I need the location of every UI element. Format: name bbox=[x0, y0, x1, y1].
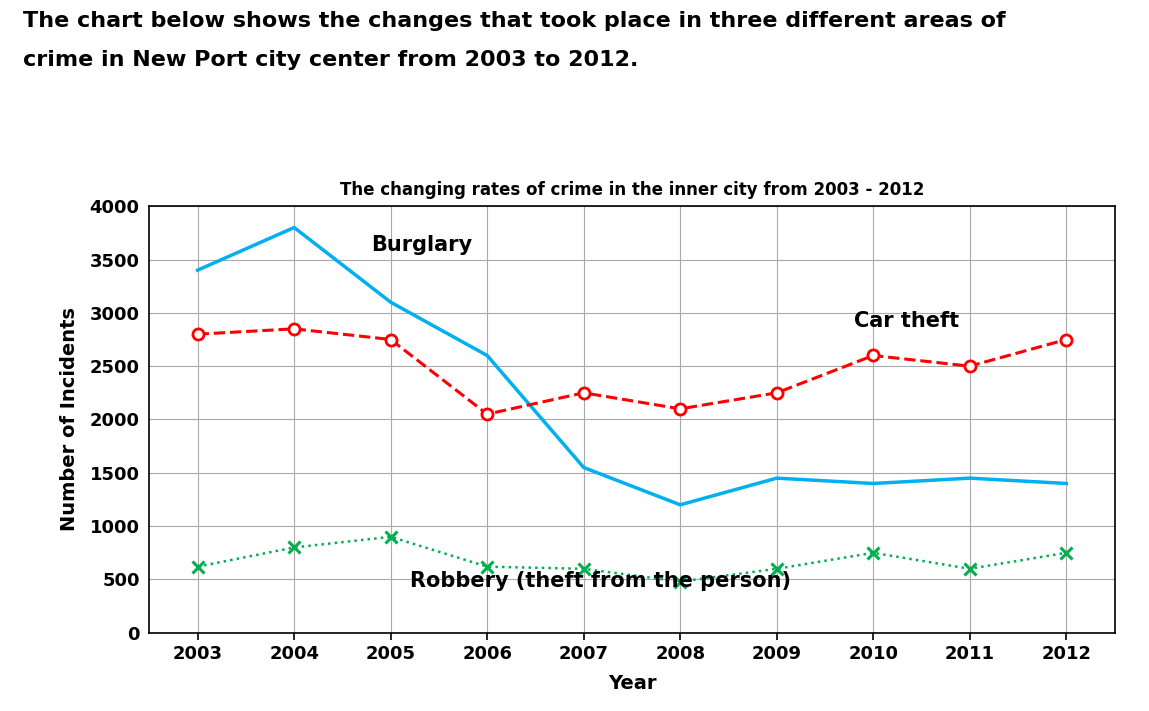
Text: Robbery (theft from the person): Robbery (theft from the person) bbox=[410, 571, 791, 591]
X-axis label: Year: Year bbox=[608, 674, 656, 693]
Y-axis label: Number of Incidents: Number of Incidents bbox=[60, 307, 78, 532]
Text: The chart below shows the changes that took place in three different areas of: The chart below shows the changes that t… bbox=[23, 11, 1005, 31]
Text: Car theft: Car theft bbox=[854, 311, 959, 331]
Text: crime in New Port city center from 2003 to 2012.: crime in New Port city center from 2003 … bbox=[23, 50, 639, 70]
Text: Burglary: Burglary bbox=[371, 235, 472, 255]
Title: The changing rates of crime in the inner city from 2003 - 2012: The changing rates of crime in the inner… bbox=[340, 181, 924, 199]
